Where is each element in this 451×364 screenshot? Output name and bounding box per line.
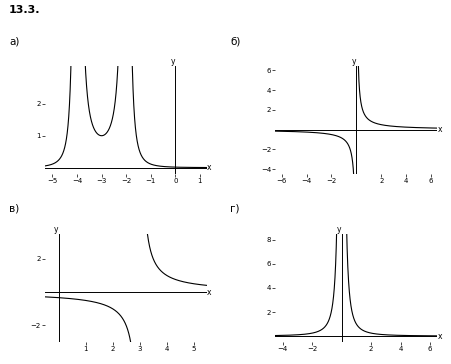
Text: а): а) (9, 36, 19, 46)
Text: г): г) (230, 204, 239, 214)
Text: x: x (437, 125, 442, 134)
Text: в): в) (9, 204, 19, 214)
Text: y: y (352, 56, 356, 66)
Text: 13.3.: 13.3. (9, 5, 41, 15)
Text: y: y (171, 56, 175, 66)
Text: y: y (54, 225, 59, 234)
Text: б): б) (230, 36, 240, 46)
Text: x: x (207, 163, 212, 172)
Text: x: x (207, 288, 212, 297)
Text: y: y (337, 225, 342, 234)
Text: x: x (437, 332, 442, 341)
